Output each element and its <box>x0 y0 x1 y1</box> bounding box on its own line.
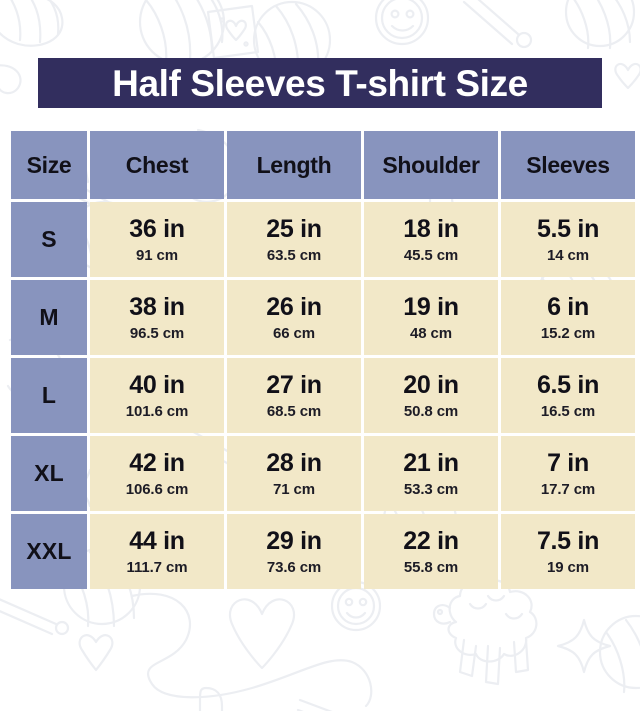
shoulder-cell: 19 in 48 cm <box>364 280 498 355</box>
value-inches: 44 in <box>129 526 185 555</box>
shoulder-cell: 21 in 53.3 cm <box>364 436 498 511</box>
value-centimeters: 73.6 cm <box>266 558 322 576</box>
shoulder-cell: 20 in 50.8 cm <box>364 358 498 433</box>
size-label: L <box>11 358 87 433</box>
page-title: Half Sleeves T-shirt Size <box>112 62 528 104</box>
column-header-sleeves: Sleeves <box>501 131 635 199</box>
value-inches: 26 in <box>266 292 322 321</box>
value-centimeters: 111.7 cm <box>126 558 188 576</box>
value-centimeters: 91 cm <box>135 246 179 264</box>
sleeves-cell: 7 in 17.7 cm <box>501 436 635 511</box>
table-row: S 36 in 91 cm 25 in 63.5 cm 18 in <box>11 202 635 277</box>
sleeves-cell: 6.5 in 16.5 cm <box>501 358 635 433</box>
value-inches: 6.5 in <box>536 370 600 399</box>
value-centimeters: 14 cm <box>546 246 590 264</box>
length-cell: 25 in 63.5 cm <box>227 202 361 277</box>
table-row: M 38 in 96.5 cm 26 in 66 cm 19 in <box>11 280 635 355</box>
value-centimeters: 106.6 cm <box>125 480 189 498</box>
chest-cell: 38 in 96.5 cm <box>90 280 224 355</box>
table-row: L 40 in 101.6 cm 27 in 68.5 cm 20 in <box>11 358 635 433</box>
sleeves-cell: 7.5 in 19 cm <box>501 514 635 589</box>
column-header-chest: Chest <box>90 131 224 199</box>
value-centimeters: 66 cm <box>272 324 316 342</box>
value-centimeters: 50.8 cm <box>403 402 459 420</box>
length-cell: 28 in 71 cm <box>227 436 361 511</box>
shoulder-cell: 18 in 45.5 cm <box>364 202 498 277</box>
size-label: M <box>11 280 87 355</box>
value-centimeters: 15.2 cm <box>540 324 596 342</box>
shoulder-cell: 22 in 55.8 cm <box>364 514 498 589</box>
value-centimeters: 55.8 cm <box>403 558 459 576</box>
value-centimeters: 48 cm <box>409 324 453 342</box>
chest-cell: 42 in 106.6 cm <box>90 436 224 511</box>
value-inches: 22 in <box>403 526 459 555</box>
table-header-row: Size Chest Length Shoulder Sleeves <box>11 131 635 199</box>
chest-cell: 44 in 111.7 cm <box>90 514 224 589</box>
size-label: XXL <box>11 514 87 589</box>
length-cell: 26 in 66 cm <box>227 280 361 355</box>
value-centimeters: 101.6 cm <box>125 402 189 420</box>
column-header-size: Size <box>11 131 87 199</box>
chart-title-banner: Half Sleeves T-shirt Size <box>38 58 602 108</box>
value-inches: 20 in <box>403 370 459 399</box>
value-centimeters: 19 cm <box>546 558 590 576</box>
size-label: XL <box>11 436 87 511</box>
value-inches: 36 in <box>129 214 185 243</box>
value-inches: 25 in <box>266 214 322 243</box>
value-inches: 6 in <box>547 292 589 321</box>
value-inches: 29 in <box>266 526 322 555</box>
length-cell: 29 in 73.6 cm <box>227 514 361 589</box>
table-row: XL 42 in 106.6 cm 28 in 71 cm 21 in <box>11 436 635 511</box>
value-inches: 5.5 in <box>536 214 600 243</box>
chest-cell: 40 in 101.6 cm <box>90 358 224 433</box>
size-chart-table: Size Chest Length Shoulder Sleeves S 36 … <box>8 128 638 592</box>
value-inches: 21 in <box>403 448 459 477</box>
value-inches: 7.5 in <box>536 526 600 555</box>
column-header-shoulder: Shoulder <box>364 131 498 199</box>
value-inches: 7 in <box>547 448 589 477</box>
sleeves-cell: 6 in 15.2 cm <box>501 280 635 355</box>
chest-cell: 36 in 91 cm <box>90 202 224 277</box>
value-centimeters: 45.5 cm <box>403 246 459 264</box>
value-centimeters: 96.5 cm <box>129 324 185 342</box>
size-label: S <box>11 202 87 277</box>
value-inches: 40 in <box>129 370 185 399</box>
value-inches: 19 in <box>403 292 459 321</box>
value-centimeters: 53.3 cm <box>403 480 459 498</box>
value-centimeters: 68.5 cm <box>266 402 322 420</box>
value-centimeters: 16.5 cm <box>540 402 596 420</box>
column-header-length: Length <box>227 131 361 199</box>
value-inches: 42 in <box>129 448 185 477</box>
value-inches: 18 in <box>403 214 459 243</box>
value-inches: 28 in <box>266 448 322 477</box>
value-inches: 27 in <box>266 370 322 399</box>
table-row: XXL 44 in 111.7 cm 29 in 73.6 cm 22 in <box>11 514 635 589</box>
value-centimeters: 63.5 cm <box>266 246 322 264</box>
sleeves-cell: 5.5 in 14 cm <box>501 202 635 277</box>
value-inches: 38 in <box>129 292 185 321</box>
length-cell: 27 in 68.5 cm <box>227 358 361 433</box>
value-centimeters: 71 cm <box>272 480 316 498</box>
value-centimeters: 17.7 cm <box>540 480 596 498</box>
